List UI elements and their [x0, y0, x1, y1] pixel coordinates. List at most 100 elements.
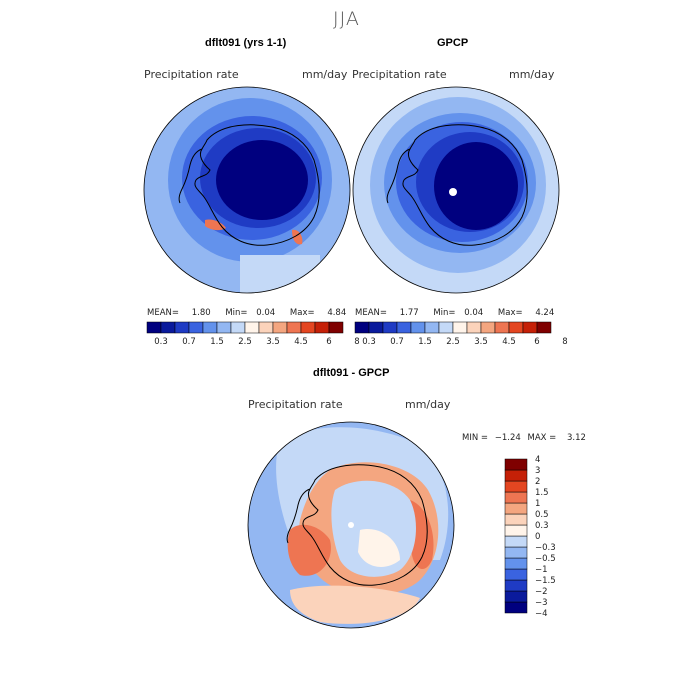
panel1-variable: Precipitation rate: [144, 68, 239, 81]
map1-core: [216, 140, 308, 220]
colorbar1-swatch: [202, 321, 218, 334]
panel2-min-label: Min=: [433, 308, 456, 318]
panel3-min-label: MIN =: [462, 433, 489, 443]
map3-red-west: [287, 524, 331, 576]
colorbar2-swatch: [382, 321, 398, 334]
colorbar1-tick-label: 4.5: [294, 337, 308, 347]
panel1-mean-value: 1.80: [191, 308, 211, 318]
colorbar2-tick-label: 3.5: [474, 337, 488, 347]
colorbar1-tick-label: 3.5: [266, 337, 280, 347]
colorbar1-swatch: [216, 321, 232, 334]
colorbar-diff-swatch: [504, 590, 528, 603]
panel2-mean-label: MEAN=: [355, 308, 387, 318]
panel2-mean-value: 1.77: [399, 308, 419, 318]
colorbar1-swatch: [272, 321, 288, 334]
colorbar-diff-tick-label: 0: [535, 532, 540, 542]
colorbar-diff-tick-label: −0.3: [535, 543, 556, 553]
colorbar2-swatch: [466, 321, 482, 334]
colorbar2-swatch: [522, 321, 538, 334]
colorbar-diff-tick-label: 4: [535, 455, 540, 465]
map3-center-pale: [358, 529, 400, 567]
panel1-max-value: 4.84: [327, 308, 347, 318]
panel3-min-value: −1.24: [494, 433, 521, 443]
map2-core: [434, 142, 518, 230]
map-panel1: [144, 87, 350, 293]
colorbar-diff-tick-label: 1: [535, 499, 540, 509]
colorbar-panel2: 0.3 0.7 1.5 2.5 3.5 4.5 6 8: [354, 321, 568, 347]
colorbar1-swatch: [188, 321, 204, 334]
colorbar-diff-swatch: [504, 513, 528, 526]
colorbar-diff-tick-label: −1: [535, 565, 548, 575]
colorbar1-swatch: [174, 321, 190, 334]
colorbar1-swatch: [286, 321, 302, 334]
colorbar-diff-swatch: [504, 480, 528, 493]
map3-border: [247, 421, 455, 629]
map2-pole-marker: [449, 188, 457, 196]
panel2-units: mm/day: [509, 68, 555, 81]
map1-pale-south: [240, 255, 320, 293]
colorbar2-swatch: [368, 321, 384, 334]
panel3-title: dflt091 - GPCP: [313, 367, 390, 379]
colorbar1-swatch: [244, 321, 260, 334]
colorbar-diff-swatch: [504, 524, 528, 537]
panel1-mean-label: MEAN=: [147, 308, 179, 318]
colorbar-diff-tick-label: 1.5: [535, 488, 549, 498]
colorbar2-tick-label: 6: [534, 337, 539, 347]
panel2-stats: MEAN= 1.77 Min= 0.04 Max= 4.24: [355, 308, 554, 318]
colorbar2-swatch: [508, 321, 524, 334]
colorbar2-tick-label: 2.5: [446, 337, 460, 347]
colorbar1-swatch: [300, 321, 316, 334]
season-title: JJA: [333, 8, 360, 30]
colorbar1-tick-label: 1.5: [210, 337, 224, 347]
panel1-min-value: 0.04: [256, 308, 276, 318]
colorbar1-tick-label: 0.3: [154, 337, 168, 347]
colorbar-diff-tick-label: −2: [535, 587, 548, 597]
panel2-max-value: 4.24: [535, 308, 555, 318]
colorbar1-swatch: [328, 321, 344, 334]
colorbar2-swatch: [424, 321, 440, 334]
colorbar-diff-tick-label: 2: [535, 477, 540, 487]
colorbar1-swatch: [314, 321, 330, 334]
panel2-max-label: Max=: [497, 308, 523, 318]
colorbar2-swatch: [438, 321, 454, 334]
colorbar-diff-swatch: [504, 557, 528, 570]
colorbar2-swatch: [452, 321, 468, 334]
colorbar-diff-tick-label: −1.5: [535, 576, 556, 586]
map-panel2: [353, 87, 559, 293]
panel2-title: GPCP: [437, 37, 469, 49]
colorbar2-swatch: [536, 321, 552, 334]
colorbar1-swatch: [160, 321, 176, 334]
panel1-title: dflt091 (yrs 1-1): [205, 37, 287, 49]
map1-red-patch: [205, 219, 226, 231]
map3-red-south: [290, 585, 420, 624]
panel3-stats: MIN = −1.24 MAX = 3.12: [462, 433, 586, 443]
colorbar-diff-swatch: [504, 546, 528, 559]
panel1-stats: MEAN= 1.80 Min= 0.04 Max= 4.84: [147, 308, 346, 318]
colorbar1-tick-label: 0.7: [182, 337, 196, 347]
colorbar-diff-tick-label: −0.5: [535, 554, 556, 564]
colorbar1-tick-label: 6: [326, 337, 331, 347]
colorbar-diff-swatch: [504, 579, 528, 592]
colorbar-diff-tick-label: 0.5: [535, 510, 549, 520]
colorbar-diff-swatch: [504, 502, 528, 515]
panel3-units: mm/day: [405, 398, 451, 411]
map2-border: [352, 86, 560, 294]
colorbar2-swatch: [396, 321, 412, 334]
colorbar1-tick-label: 2.5: [238, 337, 252, 347]
colorbar-diff-swatch: [504, 491, 528, 504]
panel2-min-value: 0.04: [464, 308, 484, 318]
colorbar1-swatch: [146, 321, 162, 334]
colorbar-diff-tick-label: −4: [535, 609, 548, 619]
colorbar-diff-tick-label: 3: [535, 466, 540, 476]
colorbar1-swatch: [258, 321, 274, 334]
colorbar2-swatch: [494, 321, 510, 334]
colorbar-diff-swatch: [504, 535, 528, 548]
panel3-max-value: 3.12: [567, 433, 586, 443]
colorbar1-swatch: [230, 321, 246, 334]
panel2-variable: Precipitation rate: [352, 68, 447, 81]
colorbar-diff-tick-label: 0.3: [535, 521, 549, 531]
colorbar2-tick-label: 1.5: [418, 337, 432, 347]
panel3-variable: Precipitation rate: [248, 398, 343, 411]
